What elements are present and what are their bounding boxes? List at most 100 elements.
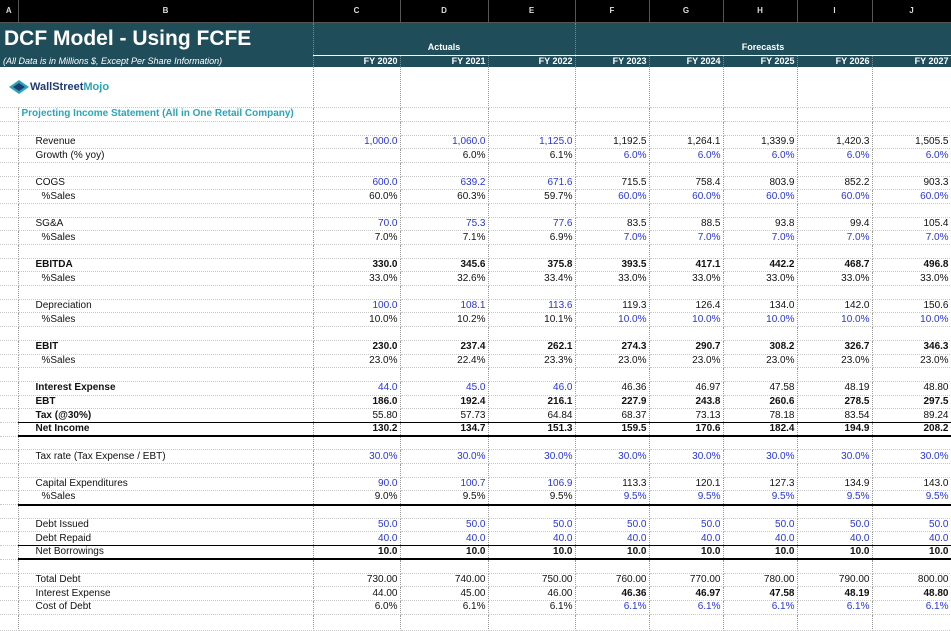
cell (0, 285, 19, 300)
value-cell: 6.1% (575, 600, 650, 615)
cell (400, 107, 489, 122)
value-cell: 90.0 (313, 477, 401, 492)
cell (400, 559, 489, 574)
cell (872, 285, 951, 300)
row-label: Debt Issued (18, 518, 314, 533)
cell (797, 504, 873, 519)
row: EBT 186.0 192.4 216.1 227.9 243.8 260.6 278.5 29… (0, 395, 951, 410)
cell (18, 121, 314, 136)
value-cell: 50.0 (313, 518, 401, 533)
value-cell: 227.9 (575, 395, 650, 410)
value-cell: 75.3 (400, 217, 489, 232)
value-cell: 142.0 (797, 299, 873, 314)
cell (723, 121, 798, 136)
cell (575, 107, 650, 122)
row-label: Total Debt (18, 573, 314, 588)
cell (313, 326, 401, 341)
cell (18, 559, 314, 574)
cell (797, 203, 873, 218)
value-cell: 73.13 (649, 408, 724, 423)
value-cell: 1,000.0 (313, 135, 401, 150)
cell (723, 504, 798, 519)
row-label: EBIT (18, 340, 314, 355)
cell (18, 326, 314, 341)
cell (400, 614, 489, 631)
row: Capital Expenditures 90.0 100.7 106.9 113.3 1… (0, 477, 951, 492)
logo-text: WallStreet (30, 80, 84, 93)
cell (0, 121, 19, 136)
cell (313, 463, 401, 478)
value-cell: 47.58 (723, 381, 798, 396)
value-cell: 33.0% (575, 271, 650, 287)
value-cell: 23.0% (313, 354, 401, 369)
value-cell: 78.18 (723, 408, 798, 423)
value-cell: 33.0% (313, 271, 401, 287)
cell (400, 436, 489, 451)
cell (797, 614, 873, 631)
value-cell: 30.0% (872, 449, 951, 464)
cell (797, 244, 873, 259)
cell (18, 367, 314, 382)
value-cell: 6.9% (488, 230, 576, 245)
cell (0, 586, 19, 601)
cell (313, 285, 401, 300)
cell (0, 244, 19, 259)
cell (0, 189, 19, 204)
cell (575, 121, 650, 136)
value-cell: 50.0 (723, 518, 798, 533)
value-cell: 127.3 (723, 477, 798, 492)
row-label: Tax (@30%) (18, 408, 314, 423)
value-cell: 7.1% (400, 230, 489, 245)
column-header: A (0, 0, 19, 23)
value-cell: 105.4 (872, 217, 951, 232)
cell (0, 354, 19, 369)
row-label: %Sales (18, 312, 314, 328)
cell (313, 107, 401, 122)
row-label: %Sales (18, 354, 314, 369)
value-cell: 803.9 (723, 176, 798, 191)
cell (649, 285, 724, 300)
value-cell: 108.1 (400, 299, 489, 314)
cell (0, 490, 19, 506)
year-header: FY 2021 (400, 55, 489, 67)
value-cell: 50.0 (872, 518, 951, 533)
value-cell: 216.1 (488, 395, 576, 410)
value-cell: 1,505.5 (872, 135, 951, 150)
value-cell: 10.0% (723, 312, 798, 328)
row: EBITDA 330.0 345.6 375.8 393.5 417.1 442.2 468.… (0, 258, 951, 273)
cell (649, 504, 724, 519)
value-cell: 346.3 (872, 340, 951, 355)
year-header: FY 2024 (649, 55, 724, 67)
cell (488, 67, 576, 108)
cell (723, 436, 798, 451)
value-cell: 9.0% (313, 490, 401, 506)
cell (723, 107, 798, 122)
row-label: Growth (% yoy) (18, 148, 314, 163)
value-cell: 30.0% (313, 449, 401, 464)
value-cell: 6.0% (797, 148, 873, 163)
cell (400, 244, 489, 259)
cell (575, 285, 650, 300)
cell (797, 367, 873, 382)
cell (649, 367, 724, 382)
value-cell: 30.0% (488, 449, 576, 464)
cell (575, 67, 650, 108)
actuals-label: Actuals (313, 22, 576, 56)
value-cell: 9.5% (575, 490, 650, 506)
cell (797, 121, 873, 136)
cell (488, 121, 576, 136)
value-cell: 60.3% (400, 189, 489, 204)
cell (872, 504, 951, 519)
row-label: COGS (18, 176, 314, 191)
value-cell: 130.2 (313, 422, 401, 438)
cell (488, 504, 576, 519)
value-cell: 60.0% (649, 189, 724, 204)
value-cell: 48.19 (797, 381, 873, 396)
cell (400, 285, 489, 300)
column-header: G (649, 0, 724, 23)
value-cell: 330.0 (313, 258, 401, 273)
value-cell: 10.0 (649, 545, 724, 561)
cell (488, 436, 576, 451)
cell (313, 121, 401, 136)
cell (488, 285, 576, 300)
